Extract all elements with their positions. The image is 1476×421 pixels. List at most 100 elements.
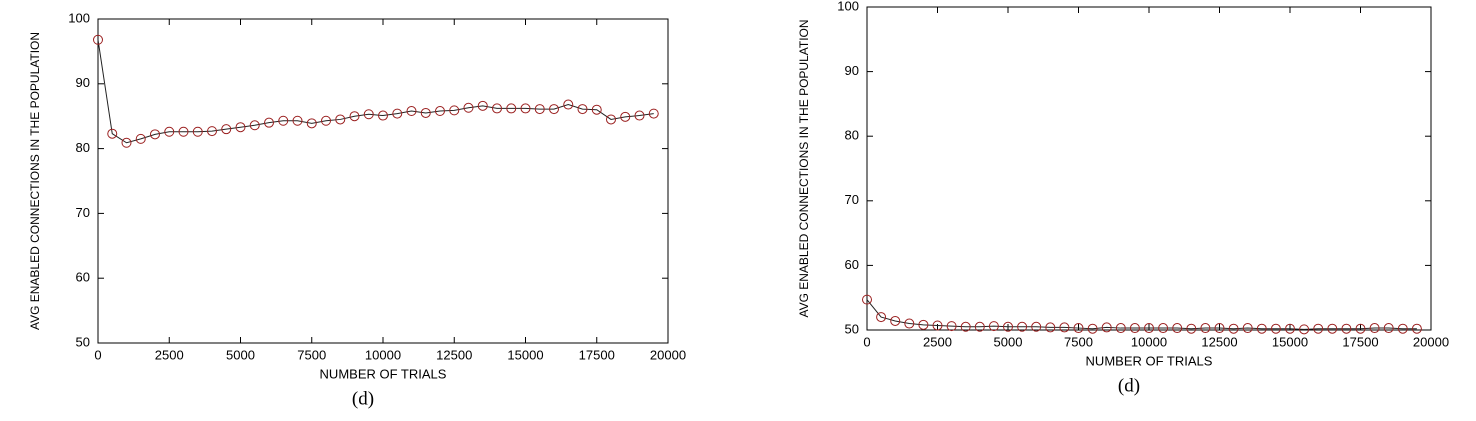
marker: [506, 103, 517, 114]
marker: [178, 126, 189, 137]
marker: [1228, 323, 1239, 334]
marker: [492, 103, 502, 114]
marker: [363, 109, 374, 120]
x-axis-label: NUMBER OF TRIALS: [1086, 353, 1213, 368]
line: [97, 39, 654, 144]
marker: [520, 103, 531, 114]
marker: [1129, 323, 1140, 334]
marker: [1256, 323, 1267, 334]
plot-frame: [866, 6, 1432, 331]
y-tick-label: 100: [837, 0, 859, 13]
marker: [1397, 323, 1408, 334]
marker: [1186, 323, 1197, 334]
marker: [121, 137, 132, 148]
marker: [946, 321, 957, 332]
marker: [135, 133, 146, 144]
marker: [192, 126, 203, 137]
marker: [235, 122, 246, 133]
marker: [634, 110, 645, 121]
marker: [1172, 323, 1183, 334]
marker: [1242, 323, 1253, 334]
y-tick-label: 90: [845, 63, 859, 78]
marker: [1144, 323, 1154, 334]
marker: [420, 107, 431, 118]
x-tick-label: 12500: [1201, 334, 1237, 349]
x-tick-label: 7500: [1064, 334, 1093, 349]
marker: [335, 114, 346, 125]
y-tick-label: 100: [68, 10, 90, 25]
marker: [1313, 323, 1324, 334]
x-tick-label: 7500: [297, 347, 326, 362]
marker: [648, 108, 659, 119]
marker: [1031, 321, 1042, 332]
marker: [378, 110, 388, 121]
marker: [1045, 322, 1056, 333]
caption: (d): [1118, 375, 1140, 396]
marker: [534, 104, 545, 115]
marker: [150, 129, 160, 140]
marker: [1270, 323, 1281, 334]
x-tick-label: 15000: [1272, 334, 1308, 349]
x-tick-label: 5000: [994, 334, 1023, 349]
y-tick-label: 60: [845, 257, 859, 272]
x-tick-label: 15000: [507, 347, 543, 362]
y-axis-label: AVG ENABLED CONNECTIONS IN THE POPULATIO…: [797, 19, 811, 317]
x-tick-label: 0: [94, 347, 101, 362]
marker: [1341, 323, 1352, 334]
y-tick-label: 80: [845, 128, 859, 143]
y-tick-label: 50: [845, 321, 859, 336]
marker: [1003, 321, 1013, 332]
marker: [932, 320, 943, 331]
x-axis-label: NUMBER OF TRIALS: [320, 366, 447, 381]
marker: [1101, 322, 1112, 333]
marker: [392, 108, 403, 119]
marker: [620, 111, 631, 122]
y-tick-label: 80: [76, 140, 90, 155]
y-axis-label: AVG ENABLED CONNECTIONS IN THE POPULATIO…: [28, 32, 42, 330]
caption: (d): [352, 388, 374, 409]
marker: [1327, 323, 1338, 334]
y-tick-label: 70: [845, 192, 859, 207]
x-tick-label: 20000: [1413, 334, 1449, 349]
marker: [292, 115, 303, 126]
marker: [974, 321, 985, 332]
line: [866, 299, 1417, 330]
marker: [890, 315, 901, 326]
marker: [321, 115, 331, 126]
marker: [1299, 324, 1310, 335]
marker: [1115, 323, 1126, 334]
marker: [904, 318, 915, 329]
marker: [406, 106, 417, 117]
marker: [306, 118, 317, 129]
marker: [1158, 323, 1169, 334]
marker: [207, 126, 217, 137]
x-tick-label: 12500: [436, 347, 472, 362]
marker: [606, 114, 616, 125]
marker: [1017, 321, 1028, 332]
marker: [1355, 323, 1366, 334]
marker: [563, 99, 574, 110]
marker: [577, 104, 588, 115]
x-tick-label: 20000: [650, 347, 686, 362]
y-tick-label: 50: [76, 334, 90, 349]
x-tick-label: 2500: [155, 347, 184, 362]
marker: [549, 104, 559, 115]
x-tick-label: 2500: [923, 334, 952, 349]
marker: [960, 321, 971, 332]
marker: [221, 124, 232, 135]
marker: [1200, 323, 1211, 334]
marker: [862, 294, 872, 305]
x-tick-label: 17500: [1342, 334, 1378, 349]
marker: [1369, 323, 1380, 334]
marker: [1411, 323, 1422, 334]
marker: [1383, 323, 1394, 334]
marker: [1087, 323, 1098, 334]
x-tick-label: 17500: [579, 347, 615, 362]
marker: [107, 128, 118, 139]
marker: [435, 106, 445, 117]
x-tick-label: 5000: [226, 347, 255, 362]
marker: [93, 34, 103, 45]
marker: [1285, 323, 1295, 334]
marker: [463, 102, 474, 113]
